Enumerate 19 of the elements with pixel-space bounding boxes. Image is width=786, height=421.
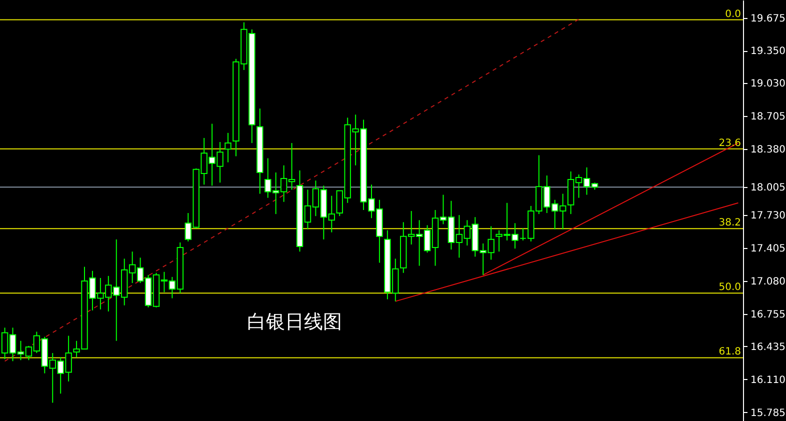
y-tick-label: 17.080 [750, 276, 786, 288]
annotation: 61.8 [718, 346, 741, 358]
y-tick-label: 18.705 [750, 112, 786, 123]
y-tick-label: 19.675 [750, 13, 786, 24]
y-tick-label: 16.755 [750, 309, 786, 320]
annotation: 0.0 [725, 8, 741, 20]
annotation: 50.0 [718, 282, 741, 294]
annotation: 白银日线图 [247, 311, 342, 333]
y-tick-label: 16.110 [750, 374, 786, 386]
y-tick-label: 18.380 [750, 144, 786, 156]
y-tick-label: 17.405 [750, 244, 786, 255]
y-tick-label: 19.030 [750, 78, 786, 90]
y-tick-label: 19.350 [750, 46, 786, 58]
y-tick-label: 16.435 [750, 342, 786, 353]
y-tick-label: 17.730 [750, 210, 786, 222]
y-tick-label: 15.785 [750, 408, 786, 419]
y-tick-label: 18.005 [750, 182, 786, 194]
annotation: 23.6 [718, 138, 741, 149]
annotation: 38.2 [718, 218, 741, 229]
